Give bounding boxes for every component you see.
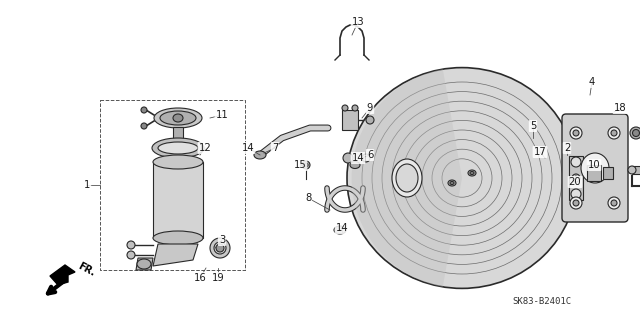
FancyBboxPatch shape <box>562 114 628 222</box>
Ellipse shape <box>152 138 204 158</box>
Bar <box>632 166 640 174</box>
Ellipse shape <box>362 154 370 162</box>
Circle shape <box>611 200 617 206</box>
Ellipse shape <box>334 226 346 234</box>
Polygon shape <box>136 258 153 270</box>
Ellipse shape <box>352 105 358 111</box>
Ellipse shape <box>254 151 266 159</box>
Text: 6: 6 <box>367 150 373 160</box>
Ellipse shape <box>153 155 203 169</box>
Text: 19: 19 <box>212 273 225 283</box>
Circle shape <box>608 197 620 209</box>
Ellipse shape <box>396 164 418 192</box>
Ellipse shape <box>630 127 640 139</box>
Ellipse shape <box>571 189 581 199</box>
Ellipse shape <box>347 68 577 288</box>
Circle shape <box>570 197 582 209</box>
Bar <box>587 165 601 181</box>
Ellipse shape <box>366 116 374 124</box>
Text: 7: 7 <box>272 143 278 153</box>
Circle shape <box>127 251 135 259</box>
FancyArrowPatch shape <box>48 280 66 293</box>
Circle shape <box>573 130 579 136</box>
Ellipse shape <box>214 242 226 254</box>
Ellipse shape <box>210 238 230 258</box>
Ellipse shape <box>468 170 476 176</box>
Circle shape <box>141 123 147 129</box>
Circle shape <box>608 127 620 139</box>
Bar <box>342 110 358 130</box>
Polygon shape <box>153 244 198 266</box>
Text: 8: 8 <box>305 193 311 203</box>
Ellipse shape <box>581 153 609 183</box>
Ellipse shape <box>137 259 151 269</box>
Ellipse shape <box>342 105 348 111</box>
Text: 1: 1 <box>84 180 90 190</box>
Text: 20: 20 <box>569 177 581 187</box>
Bar <box>569 156 583 200</box>
Bar <box>603 167 613 179</box>
Polygon shape <box>50 265 75 285</box>
Text: 14: 14 <box>352 153 364 163</box>
Text: 11: 11 <box>216 110 228 120</box>
Text: 15: 15 <box>294 160 307 170</box>
Circle shape <box>611 130 617 136</box>
Text: 13: 13 <box>352 17 364 27</box>
Text: 2: 2 <box>564 143 570 153</box>
Text: 3: 3 <box>219 235 225 245</box>
Ellipse shape <box>304 163 308 167</box>
Circle shape <box>216 244 224 252</box>
Ellipse shape <box>448 180 456 186</box>
Bar <box>173 127 183 139</box>
Text: 5: 5 <box>530 121 536 131</box>
Ellipse shape <box>158 142 198 154</box>
Ellipse shape <box>154 108 202 128</box>
Text: SK83-B2401C: SK83-B2401C <box>513 298 572 307</box>
Text: 12: 12 <box>198 143 211 153</box>
Ellipse shape <box>632 130 639 137</box>
Text: 10: 10 <box>588 160 600 170</box>
Text: 14: 14 <box>336 223 348 233</box>
Ellipse shape <box>571 157 581 167</box>
Ellipse shape <box>343 153 353 163</box>
Bar <box>153 162 203 238</box>
Ellipse shape <box>153 231 203 245</box>
Text: 18: 18 <box>614 103 627 113</box>
Ellipse shape <box>450 182 454 184</box>
Text: 17: 17 <box>534 147 547 157</box>
Text: 9: 9 <box>367 103 373 113</box>
Ellipse shape <box>392 159 422 197</box>
Ellipse shape <box>302 161 310 169</box>
Ellipse shape <box>628 166 636 174</box>
Wedge shape <box>351 69 462 287</box>
Ellipse shape <box>350 161 360 168</box>
Text: 4: 4 <box>589 77 595 87</box>
Circle shape <box>141 107 147 113</box>
Circle shape <box>573 200 579 206</box>
Text: 14: 14 <box>242 143 254 153</box>
Ellipse shape <box>470 172 474 174</box>
Text: 16: 16 <box>194 273 206 283</box>
Ellipse shape <box>572 174 580 182</box>
Ellipse shape <box>160 111 196 125</box>
Ellipse shape <box>173 114 183 122</box>
Circle shape <box>570 127 582 139</box>
Circle shape <box>127 241 135 249</box>
Text: FR.: FR. <box>76 261 97 278</box>
